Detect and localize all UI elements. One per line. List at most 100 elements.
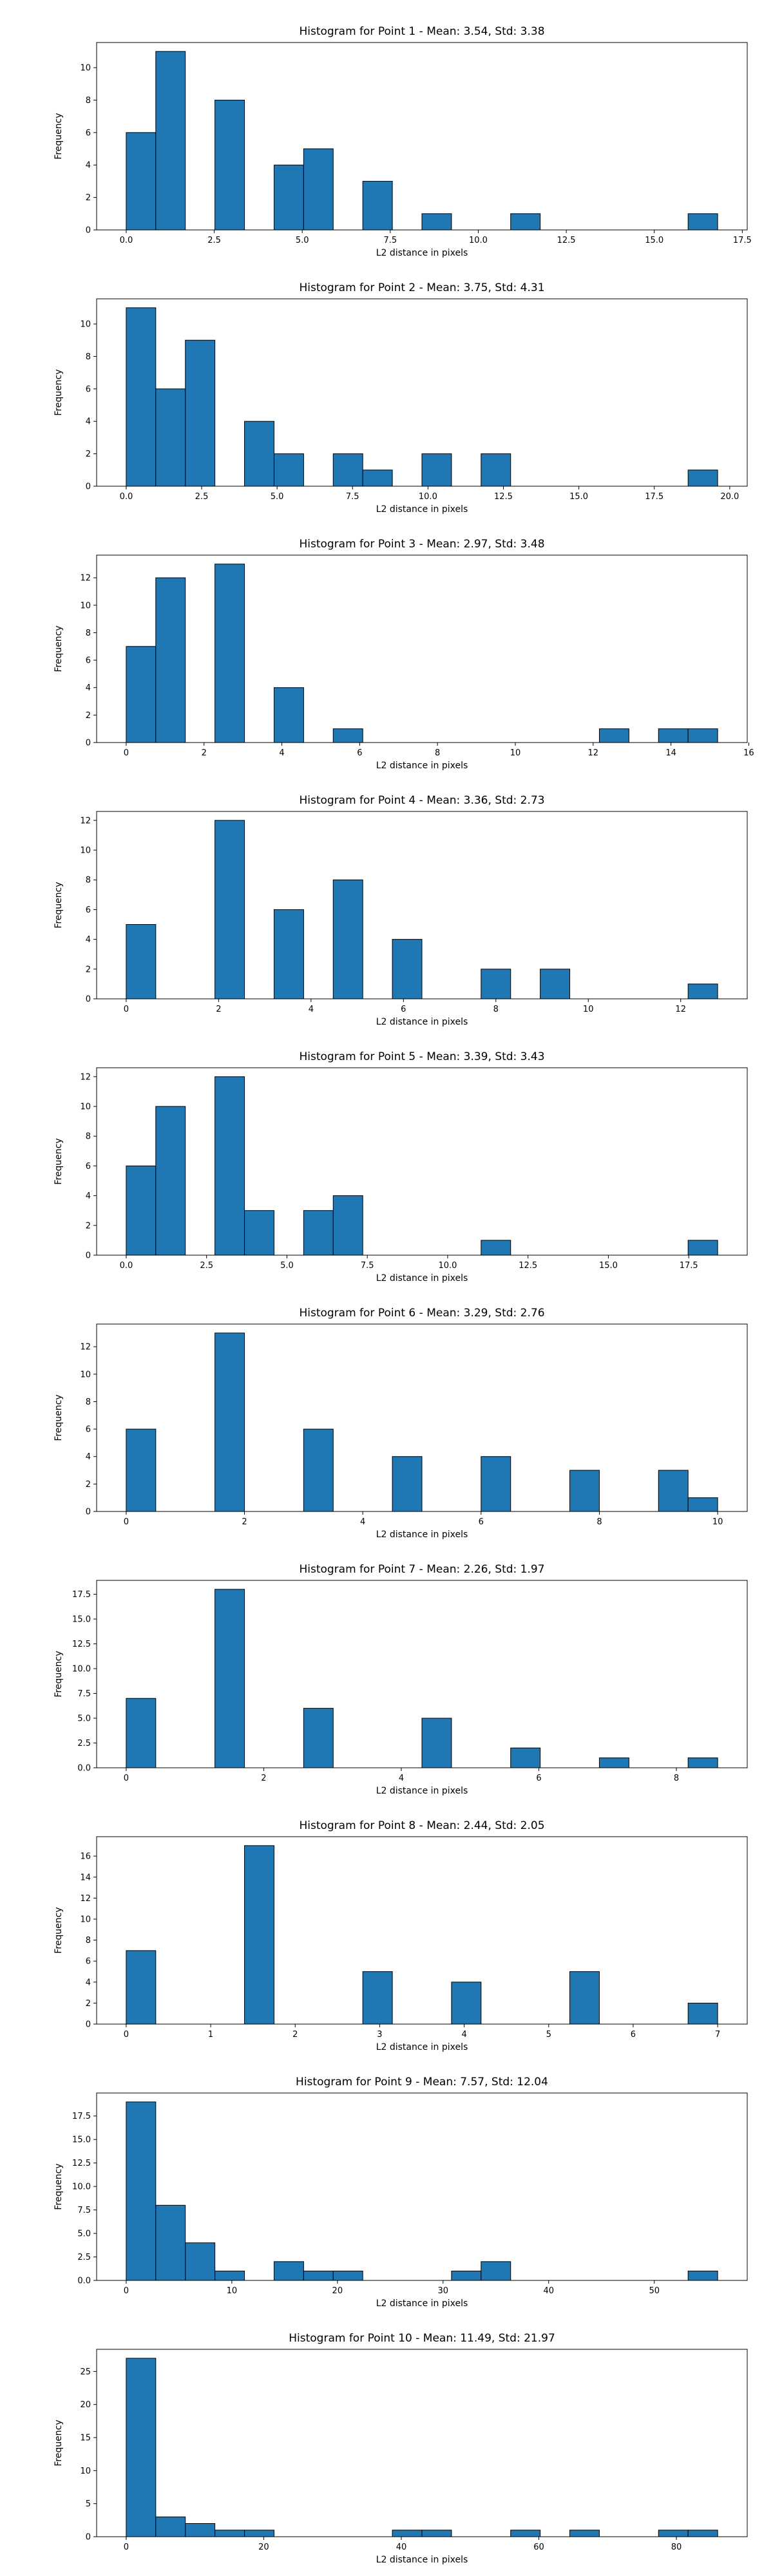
y-tick-label: 4: [86, 417, 91, 427]
histogram-bar: [215, 564, 245, 743]
x-tick-label: 6: [357, 748, 362, 758]
x-tick-label: 4: [360, 1517, 365, 1527]
x-tick-label: 10: [510, 748, 521, 758]
y-tick-label: 6: [86, 384, 91, 394]
histogram-panel-9: Histogram for Point 9 - Mean: 7.57, Std:…: [53, 2076, 748, 2309]
histogram-bar: [215, 1076, 245, 1256]
plot-frame: [96, 554, 748, 743]
x-tick-label: 0: [124, 1517, 129, 1527]
x-tick-label: 12: [588, 748, 599, 758]
histogram-bar: [481, 2261, 511, 2281]
y-tick-label: 12.5: [72, 2159, 91, 2168]
histogram-bar: [126, 1698, 157, 1768]
chart-title-9: Histogram for Point 9 - Mean: 7.57, Std:…: [296, 2076, 548, 2088]
x-tick-label: 0: [124, 2286, 129, 2296]
histogram-bar: [185, 339, 216, 487]
x-tick-label: 0.0: [120, 1261, 133, 1271]
histogram-bar: [215, 2530, 245, 2537]
y-tick-label: 0: [86, 2533, 91, 2543]
chart-title-7: Histogram for Point 7 - Mean: 2.26, Std:…: [299, 1563, 544, 1576]
histogram-bar: [303, 2270, 334, 2281]
histogram-bar: [244, 1845, 274, 2025]
x-tick-label: 30: [438, 2286, 449, 2296]
y-tick-label: 2: [86, 965, 91, 974]
x-tick-label: 0: [124, 1005, 129, 1014]
chart-title-5: Histogram for Point 5 - Mean: 3.39, Std:…: [299, 1050, 544, 1063]
y-tick-label: 0.0: [77, 2277, 91, 2286]
histogram-bar: [687, 2530, 718, 2537]
y-axis-label: Frequency: [53, 2420, 64, 2466]
histogram-bar: [362, 1971, 393, 2025]
histogram-bar: [332, 453, 363, 487]
x-tick-label: 0: [124, 748, 129, 758]
chart-title-3: Histogram for Point 3 - Mean: 2.97, Std:…: [299, 538, 544, 551]
y-tick-label: 15.0: [72, 1615, 91, 1625]
histogram-bar: [126, 1428, 157, 1512]
histogram-bar: [451, 1982, 482, 2025]
x-axis-label: L2 distance in pixels: [376, 1530, 468, 1540]
plot-frame: [96, 1836, 748, 2025]
histogram-bar: [392, 2530, 423, 2537]
chart-title-1: Histogram for Point 1 - Mean: 3.54, Std:…: [299, 25, 544, 38]
x-tick-label: 15.0: [599, 1261, 618, 1271]
histogram-bar: [215, 820, 245, 999]
histogram-bar: [126, 2101, 157, 2281]
y-tick-label: 10: [80, 601, 91, 611]
histogram-bar: [569, 1971, 600, 2025]
x-tick-label: 10.0: [419, 492, 437, 502]
x-axis-label: L2 distance in pixels: [376, 1273, 468, 1283]
x-tick-label: 2: [216, 1005, 221, 1014]
histogram-bar: [303, 148, 334, 231]
y-tick-label: 10.0: [72, 2183, 91, 2192]
chart-title-6: Histogram for Point 6 - Mean: 3.29, Std:…: [299, 1307, 544, 1320]
y-tick-label: 2: [86, 1999, 91, 2009]
y-tick-label: 2: [86, 450, 91, 459]
x-tick-label: 20: [258, 2543, 269, 2552]
x-tick-label: 6: [631, 2030, 636, 2040]
y-axis-label: Frequency: [53, 882, 64, 928]
histogram-bar: [687, 983, 718, 999]
y-tick-label: 10: [80, 64, 91, 73]
y-tick-label: 8: [86, 629, 91, 638]
y-tick-label: 10: [80, 1103, 91, 1112]
x-tick-label: 12.5: [519, 1261, 537, 1271]
y-tick-label: 15.0: [72, 2136, 91, 2145]
x-tick-label: 6: [479, 1517, 484, 1527]
x-tick-label: 16: [743, 748, 754, 758]
y-tick-label: 10: [80, 2467, 91, 2476]
histogram-bar: [392, 939, 423, 999]
histogram-bar: [155, 388, 186, 487]
histogram-bar: [332, 728, 363, 743]
y-tick-label: 2: [86, 1221, 91, 1231]
y-tick-label: 12: [80, 1072, 91, 1082]
x-tick-label: 20.0: [720, 492, 739, 502]
histogram-bar: [244, 2530, 274, 2537]
x-tick-label: 6: [401, 1005, 406, 1014]
histogram-bar: [244, 1210, 274, 1256]
x-tick-label: 12: [675, 1005, 686, 1014]
y-tick-label: 4: [86, 1191, 91, 1201]
y-tick-label: 6: [86, 1425, 91, 1435]
histogram-bar: [658, 2530, 689, 2537]
x-tick-label: 7.5: [346, 492, 359, 502]
x-tick-label: 60: [533, 2543, 544, 2552]
y-axis-label: Frequency: [53, 625, 64, 672]
x-tick-label: 3: [377, 2030, 382, 2040]
y-tick-label: 10: [80, 320, 91, 330]
y-tick-label: 17.5: [72, 1590, 91, 1600]
chart-title-10: Histogram for Point 10 - Mean: 11.49, St…: [289, 2332, 555, 2345]
x-tick-label: 2: [202, 748, 207, 758]
x-tick-label: 4: [461, 2030, 466, 2040]
x-tick-label: 0: [124, 2030, 129, 2040]
y-tick-label: 6: [86, 905, 91, 915]
histogram-bar: [215, 2270, 245, 2281]
y-tick-label: 6: [86, 1957, 91, 1967]
histogram-bar: [569, 1470, 600, 1512]
histogram-bar: [421, 453, 452, 487]
y-tick-label: 0: [86, 482, 91, 492]
histogram-bar: [126, 646, 157, 743]
x-tick-label: 12.5: [557, 236, 576, 245]
histogram-bar: [332, 879, 363, 999]
y-tick-label: 0: [86, 995, 91, 1005]
plot-frame: [96, 1323, 748, 1512]
